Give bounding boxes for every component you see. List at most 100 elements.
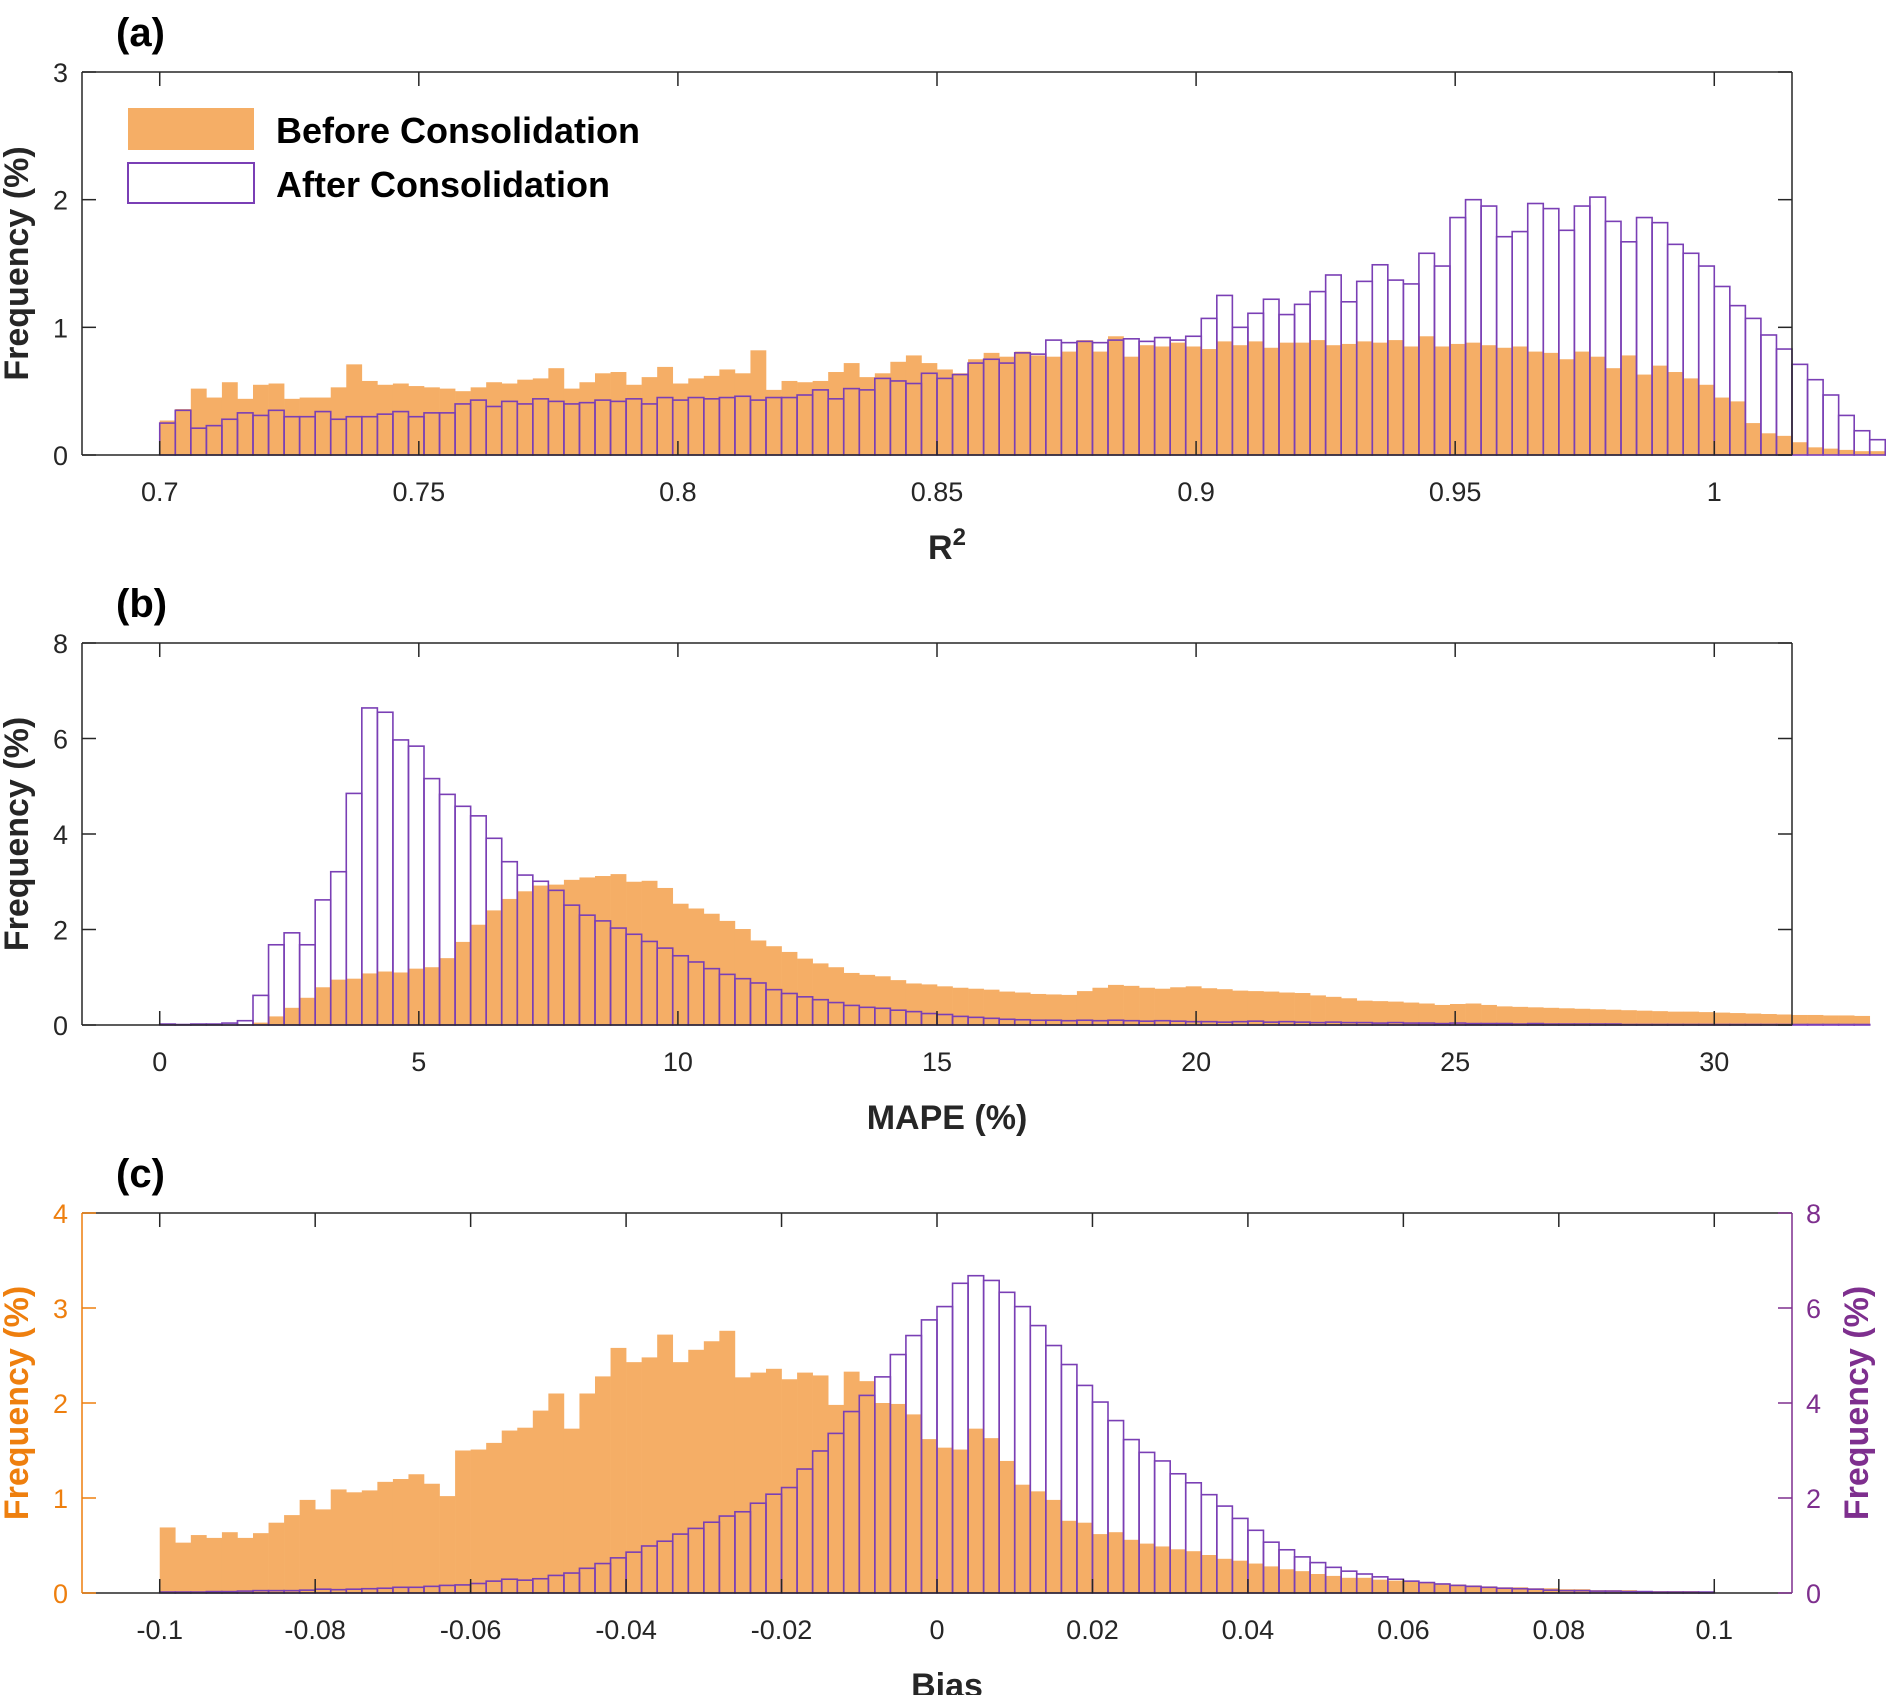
before-bar <box>1574 351 1591 455</box>
before-bar <box>874 373 891 455</box>
before-bar <box>890 1403 907 1593</box>
before-bar <box>486 382 503 455</box>
before-bar <box>672 1362 689 1593</box>
panel-a: 0.7 0.75 0.8 0.85 0.9 0.95 1 0 1 2 3 R2 Frequency (%… <box>0 11 1886 567</box>
before-bar <box>968 359 984 455</box>
before-bar <box>377 384 394 455</box>
x-axis-label: Bias <box>911 1667 983 1695</box>
before-bar <box>579 877 596 1025</box>
before-bar <box>190 388 207 455</box>
before-bar <box>874 1403 891 1593</box>
before-bar <box>1527 351 1544 455</box>
before-bar <box>1123 1539 1140 1593</box>
before-bar <box>517 1427 534 1593</box>
before-bar <box>268 1522 285 1593</box>
before-bar <box>1341 998 1358 1025</box>
after-bar <box>1884 447 1886 456</box>
before-bar <box>1403 1002 1420 1025</box>
before-bar <box>1185 346 1202 455</box>
legend: Before Consolidation After Consolidation <box>127 108 640 205</box>
before-bar <box>828 372 845 455</box>
before-series-bars <box>159 336 1886 455</box>
before-bar <box>797 382 813 455</box>
before-bar <box>828 967 845 1025</box>
before-bar <box>579 382 596 455</box>
before-bar <box>1356 341 1373 455</box>
before-bar <box>1418 1582 1435 1593</box>
x-tick-label: -0.08 <box>284 1615 346 1645</box>
before-bar <box>159 420 176 455</box>
before-bar <box>1279 342 1295 455</box>
before-bar <box>983 989 1000 1025</box>
before-bar <box>1045 1499 1062 1593</box>
panel-b: 0 5 10 15 20 25 30 0 2 4 6 8 MAPE (%) Frequency (%) (b… <box>0 582 1871 1137</box>
x-tick-label: -0.06 <box>440 1615 502 1645</box>
before-bar <box>968 1428 984 1593</box>
before-bar <box>501 898 518 1025</box>
before-bar <box>1232 1560 1249 1593</box>
before-bar <box>1263 991 1280 1025</box>
before-bar <box>859 1381 876 1593</box>
y-tick-label-right: 8 <box>1806 1199 1821 1229</box>
before-bar <box>424 1483 440 1593</box>
before-bar <box>299 997 316 1025</box>
before-bar <box>641 377 658 455</box>
before-bar <box>548 884 565 1025</box>
before-bar <box>812 380 829 455</box>
before-bar <box>719 1330 736 1593</box>
before-bar <box>1247 341 1264 455</box>
x-tick-label: 1 <box>1707 477 1722 507</box>
before-bar <box>952 987 969 1025</box>
before-bar <box>672 903 689 1025</box>
before-bar <box>1714 397 1731 455</box>
before-bar <box>1387 340 1404 455</box>
before-bar <box>1481 1004 1497 1025</box>
before-bar <box>1356 1577 1373 1593</box>
before-bar <box>253 1022 269 1025</box>
before-bar <box>1170 1549 1187 1593</box>
before-bar <box>237 1537 254 1593</box>
before-bar <box>1434 1004 1451 1025</box>
before-bar <box>1279 1569 1295 1593</box>
before-bar <box>750 1372 767 1593</box>
x-tick-label: 0 <box>929 1615 944 1645</box>
before-bar <box>688 908 705 1025</box>
before-bar <box>1247 991 1264 1025</box>
before-bar <box>1372 1579 1389 1593</box>
legend-before-swatch <box>128 108 254 150</box>
before-bar <box>859 377 876 455</box>
before-bar <box>797 1372 813 1593</box>
before-bar <box>921 363 938 455</box>
before-bar <box>828 1404 845 1593</box>
before-bar <box>843 363 860 455</box>
before-bar <box>766 1368 782 1593</box>
before-bar <box>455 1450 471 1593</box>
x-tick-label: 10 <box>663 1047 693 1077</box>
before-bar <box>408 386 425 455</box>
before-bar <box>1589 1009 1606 1025</box>
before-bar <box>1216 989 1233 1025</box>
before-bar <box>253 1533 269 1593</box>
before-bar <box>501 383 518 455</box>
x-tick-label: -0.04 <box>595 1615 657 1645</box>
before-bar <box>299 397 316 455</box>
x-tick-label: 0.06 <box>1377 1615 1430 1645</box>
before-bar <box>688 1349 705 1593</box>
before-bar <box>703 1341 720 1593</box>
before-bar <box>284 1007 300 1025</box>
before-bar <box>563 879 580 1025</box>
legend-after-label: After Consolidation <box>276 164 610 205</box>
before-series-bars <box>159 1330 1715 1593</box>
before-bar <box>657 1334 674 1593</box>
before-bar <box>548 1393 565 1593</box>
before-bar <box>1605 368 1622 455</box>
y-tick-label: 3 <box>53 1294 68 1324</box>
before-bar <box>1823 448 1839 455</box>
before-bar <box>1838 1015 1855 1025</box>
before-bar <box>1434 346 1451 455</box>
before-bar <box>175 1542 192 1593</box>
x-tick-label: 0.02 <box>1066 1615 1119 1645</box>
before-bar <box>874 976 891 1025</box>
before-bar <box>1341 1577 1358 1593</box>
before-bar <box>1512 346 1529 455</box>
